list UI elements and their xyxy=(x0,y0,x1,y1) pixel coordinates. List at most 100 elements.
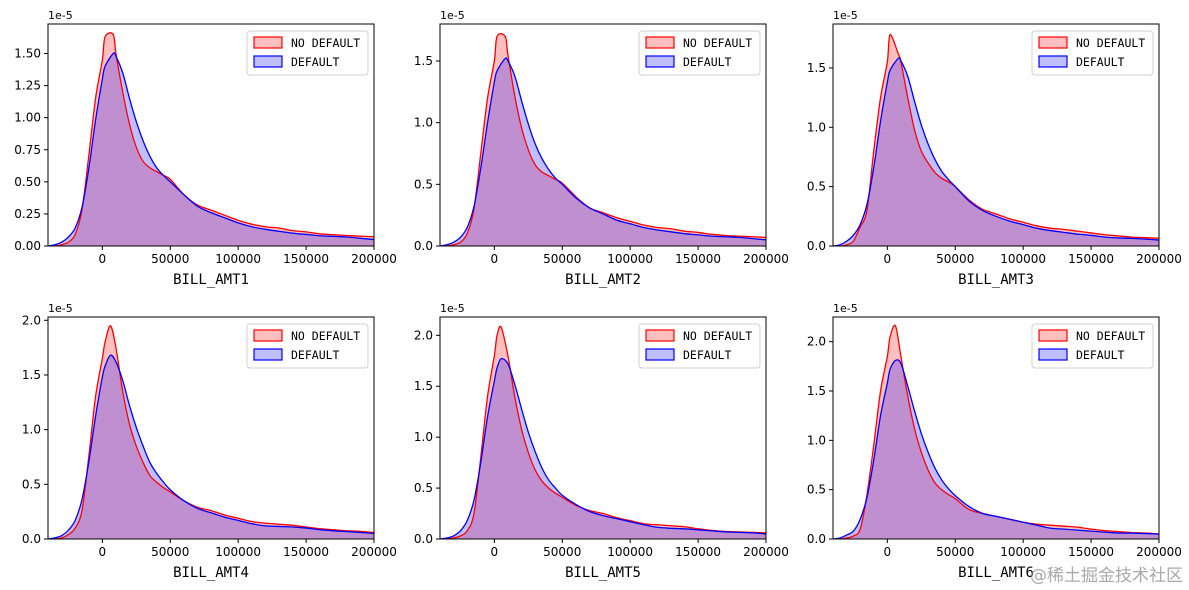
plot-area xyxy=(833,324,1159,539)
x-tick-label: 0 xyxy=(884,545,892,559)
kde-line-default xyxy=(48,354,374,539)
legend: NO DEFAULT DEFAULT xyxy=(638,30,761,76)
x-tick-label: 200000 xyxy=(1136,545,1182,559)
kde-fill-no-default xyxy=(440,326,766,539)
y-tick-label: 0.0 xyxy=(22,532,41,546)
subplot-1: 0 50000 100000 150000 200000 0.00 0.25 0.50 0.75… xyxy=(14,9,397,288)
kde-line-default xyxy=(48,52,374,246)
kde-fill-default xyxy=(440,57,766,246)
y-offset-label: 1e-5 xyxy=(48,9,73,22)
y-tick-label: 1.5 xyxy=(414,54,433,68)
kde-fill-no-default xyxy=(833,34,1159,246)
legend-label-default: DEFAULT xyxy=(683,55,732,69)
y-tick-label: 0.5 xyxy=(414,481,433,495)
y-tick-label: 1.0 xyxy=(807,120,826,134)
y-tick-label: 0.5 xyxy=(414,177,433,191)
kde-fill-default xyxy=(440,358,766,539)
y-tick-label: 1.50 xyxy=(14,47,41,61)
kde-fill-default xyxy=(833,359,1159,539)
x-tick-label: 150000 xyxy=(675,545,721,559)
y-tick-label: 1.25 xyxy=(14,79,41,93)
x-tick-label: 200000 xyxy=(743,545,789,559)
watermark: @稀土掘金技术社区 xyxy=(1030,566,1183,586)
x-axis-label: BILL_AMT6 xyxy=(958,565,1034,581)
y-tick-label: 2.0 xyxy=(414,328,433,342)
legend-label-no-default: NO DEFAULT xyxy=(683,36,752,50)
kde-fill-no-default xyxy=(440,33,766,246)
kde-line-default xyxy=(440,357,766,539)
kde-fill-no-default xyxy=(833,325,1159,539)
y-tick-label: 0.25 xyxy=(14,207,41,221)
kde-fill-no-default xyxy=(48,32,374,246)
x-tick-label: 150000 xyxy=(283,252,329,266)
y-offset-label: 1e-5 xyxy=(833,302,858,315)
subplot-3: 0 50000 100000 150000 200000 0.0 0.5 1.0 1.5 1e-5… xyxy=(807,9,1182,288)
legend-swatch-no-default xyxy=(1038,36,1068,49)
x-tick-label: 100000 xyxy=(1000,545,1046,559)
x-tick-label: 200000 xyxy=(351,545,397,559)
x-axis-label: BILL_AMT1 xyxy=(173,272,249,288)
y-tick-label: 0.50 xyxy=(14,175,41,189)
legend-swatch-default xyxy=(253,55,283,68)
y-tick-label: 1.5 xyxy=(22,368,41,382)
y-tick-label: 2.0 xyxy=(807,335,826,349)
y-offset-label: 1e-5 xyxy=(48,302,73,315)
kde-fill-default xyxy=(48,52,374,246)
y-offset-label: 1e-5 xyxy=(440,9,465,22)
y-tick-label: 0.0 xyxy=(807,239,826,253)
kde-line-default xyxy=(833,57,1159,246)
x-tick-label: 0 xyxy=(99,252,107,266)
x-axis-label: BILL_AMT3 xyxy=(958,272,1034,288)
legend-label-default: DEFAULT xyxy=(1076,348,1125,362)
legend: NO DEFAULT DEFAULT xyxy=(246,30,369,76)
plot-area xyxy=(833,34,1159,246)
x-tick-label: 100000 xyxy=(215,545,261,559)
legend-swatch-default xyxy=(1038,55,1068,68)
subplot-4: 0 50000 100000 150000 200000 0.0 0.5 1.0 1.5 2.0 1… xyxy=(22,302,397,581)
legend-frame xyxy=(246,30,369,76)
y-tick-label: 0.5 xyxy=(807,180,826,194)
x-tick-label: 50000 xyxy=(936,545,974,559)
kde-line-no-default xyxy=(833,34,1159,246)
subplot-5: 0 50000 100000 150000 200000 0.0 0.5 1.0 1.5 2.0 1… xyxy=(414,302,789,581)
x-tick-label: 100000 xyxy=(215,252,261,266)
plot-area xyxy=(48,325,374,539)
y-offset-label: 1e-5 xyxy=(833,9,858,22)
x-tick-label: 0 xyxy=(99,545,107,559)
y-tick-label: 0.00 xyxy=(14,239,41,253)
legend-label-no-default: NO DEFAULT xyxy=(1076,329,1145,343)
x-tick-label: 150000 xyxy=(283,545,329,559)
x-tick-label: 200000 xyxy=(351,252,397,266)
x-tick-label: 50000 xyxy=(151,252,189,266)
legend-swatch-default xyxy=(645,55,675,68)
axes-frame xyxy=(439,23,767,247)
y-offset-label: 1e-5 xyxy=(440,302,465,315)
x-tick-label: 50000 xyxy=(936,252,974,266)
x-tick-label: 50000 xyxy=(151,545,189,559)
legend-frame xyxy=(1031,323,1154,369)
y-tick-label: 0.75 xyxy=(14,143,41,157)
kde-line-default xyxy=(833,359,1159,539)
legend-swatch-no-default xyxy=(645,329,675,342)
y-tick-label: 1.5 xyxy=(807,384,826,398)
x-tick-label: 100000 xyxy=(607,545,653,559)
x-tick-label: 50000 xyxy=(543,252,581,266)
legend-label-default: DEFAULT xyxy=(683,348,732,362)
legend: NO DEFAULT DEFAULT xyxy=(638,323,761,369)
x-tick-label: 0 xyxy=(491,545,499,559)
x-tick-label: 100000 xyxy=(1000,252,1046,266)
legend-swatch-no-default xyxy=(253,329,283,342)
legend-swatch-default xyxy=(1038,348,1068,361)
y-tick-label: 0.5 xyxy=(22,477,41,491)
legend: NO DEFAULT DEFAULT xyxy=(1031,30,1154,76)
legend-label-default: DEFAULT xyxy=(291,55,340,69)
x-axis-label: BILL_AMT2 xyxy=(565,272,641,288)
kde-line-default xyxy=(440,57,766,246)
x-tick-label: 150000 xyxy=(675,252,721,266)
y-tick-label: 0.0 xyxy=(414,532,433,546)
kde-fill-default xyxy=(833,57,1159,246)
legend-swatch-no-default xyxy=(1038,329,1068,342)
y-tick-label: 1.0 xyxy=(414,116,433,130)
legend-label-default: DEFAULT xyxy=(1076,55,1125,69)
